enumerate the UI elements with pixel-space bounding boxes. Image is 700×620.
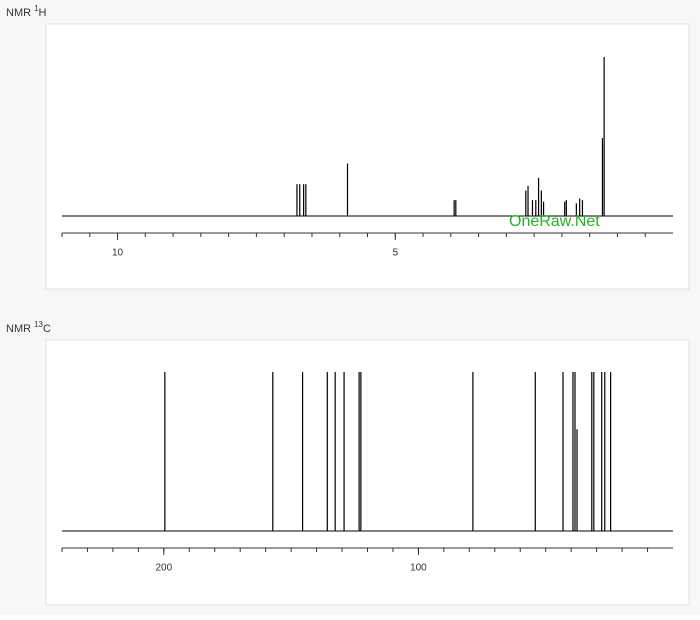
panel [45,339,690,606]
x-tick-label: 5 [392,248,398,259]
panel [45,23,690,290]
title-prefix: NMR [6,323,31,335]
watermark: OneRaw.Net [509,213,600,230]
title-prefix: NMR [6,7,31,19]
spectrum-title: NMR 13C [6,320,51,335]
x-tick-label: 100 [410,563,427,574]
title-superscript: 13 [34,320,43,329]
x-tick-label: 200 [155,563,172,574]
spectrum-title: NMR 1H [6,4,47,19]
title-superscript: 1 [34,4,39,13]
title-suffix: C [43,323,51,335]
title-suffix: H [39,7,47,19]
x-tick-label: 10 [112,248,124,259]
